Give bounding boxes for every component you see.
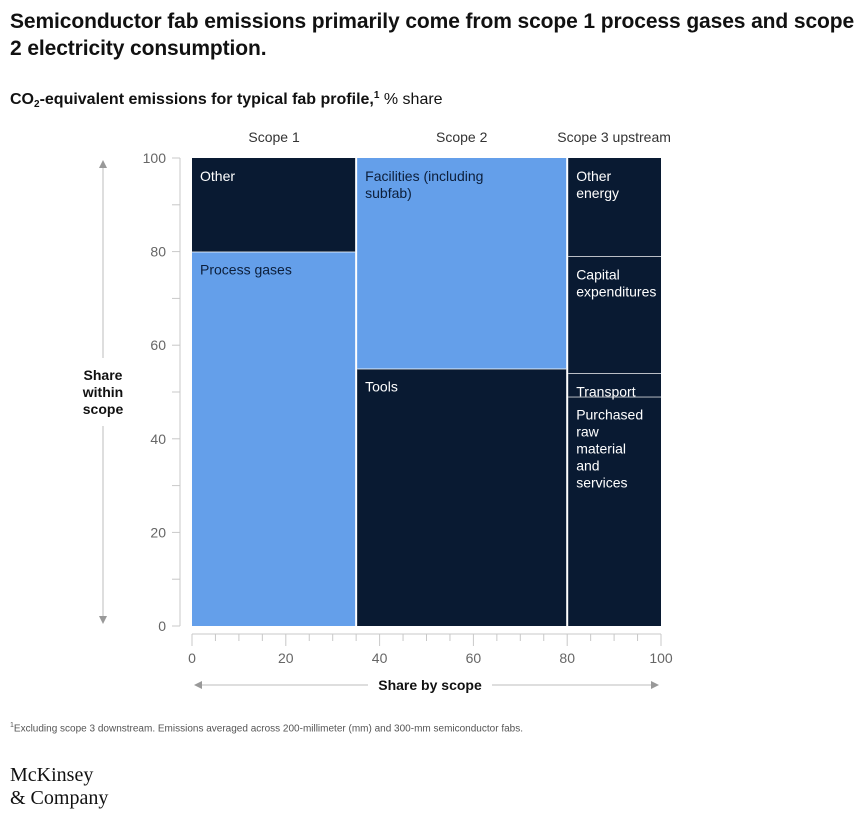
segment <box>568 256 661 374</box>
y-arrow-down-icon <box>99 616 107 624</box>
x-tick-label: 80 <box>559 650 575 666</box>
x-tick-label: 0 <box>188 650 196 666</box>
segment-label: expenditures <box>576 283 656 299</box>
y-tick-label: 0 <box>158 618 166 634</box>
segment-label: Transport <box>576 383 636 399</box>
column-header: Scope 3 upstream <box>557 129 671 145</box>
logo-line-2: & Company <box>10 787 109 809</box>
segment <box>357 158 567 369</box>
y-axis-title-line: within <box>82 384 123 400</box>
x-tick-label: 60 <box>466 650 482 666</box>
segment-label: and <box>576 458 599 474</box>
segment <box>568 373 661 397</box>
axes-layer: 0 20 40 60 80 100 0 20 40 60 80 100 Share by scope Sh… <box>82 150 673 693</box>
footnote-marker: 1 <box>10 722 14 729</box>
x-tick-label: 100 <box>649 650 673 666</box>
segment-label: energy <box>576 185 619 201</box>
y-axis-title-line: Share <box>84 367 123 383</box>
y-tick-label: 100 <box>143 150 167 166</box>
segment-label: Other <box>576 168 611 184</box>
x-arrow-right-icon <box>651 681 659 689</box>
segment <box>192 251 356 626</box>
segment-label: raw <box>576 424 599 440</box>
labels-layer: Scope 1 Process gases Other Scope 2 Tools Fac… <box>200 129 671 491</box>
segment-label: Facilities (including <box>365 168 483 184</box>
segment-label: material <box>576 441 626 457</box>
segment-label: Purchased <box>576 407 643 423</box>
chart-title: Semiconductor fab emissions primarily co… <box>10 10 855 60</box>
logo-line-1: McKinsey <box>10 764 94 786</box>
segments-layer <box>192 158 661 626</box>
x-arrow-left-icon <box>194 681 202 689</box>
x-axis-title: Share by scope <box>378 677 482 693</box>
y-axis-title-line: scope <box>83 401 124 417</box>
column-header: Scope 2 <box>436 129 488 145</box>
subtitle-unit: % share <box>379 91 443 108</box>
segment-label: subfab) <box>365 185 412 201</box>
x-tick-label: 40 <box>372 650 388 666</box>
segment-label: Process gases <box>200 262 292 278</box>
subtitle-subscript: 2 <box>34 99 40 110</box>
y-tick-label: 40 <box>150 431 166 447</box>
segment-label: Capital <box>576 266 620 282</box>
segment-label: Other <box>200 168 235 184</box>
y-tick-label: 60 <box>150 337 166 353</box>
footnote: 1Excluding scope 3 downstream. Emissions… <box>10 722 523 734</box>
segment <box>568 396 661 626</box>
segment <box>192 158 356 252</box>
chart-subtitle: CO2-equivalent emissions for typical fab… <box>10 86 443 115</box>
subtitle-co: CO <box>10 91 34 108</box>
subtitle-main: -equivalent emissions for typical fab pr… <box>39 91 374 108</box>
y-tick-label: 80 <box>150 244 166 260</box>
x-tick-label: 20 <box>278 650 294 666</box>
segment-label: services <box>576 475 627 491</box>
segment <box>568 158 661 257</box>
segment <box>357 368 567 626</box>
column-header: Scope 1 <box>248 129 300 145</box>
segment-label: Tools <box>365 379 398 395</box>
mckinsey-logo: McKinsey & Company <box>10 764 108 810</box>
y-tick-label: 20 <box>150 524 166 540</box>
marimekko-chart: 0 20 40 60 80 100 0 20 40 60 80 100 Share by scope Sh… <box>82 129 673 693</box>
footnote-text: Excluding scope 3 downstream. Emissions … <box>13 723 523 735</box>
subtitle-footnote-marker: 1 <box>373 90 380 101</box>
y-arrow-up-icon <box>99 160 107 168</box>
